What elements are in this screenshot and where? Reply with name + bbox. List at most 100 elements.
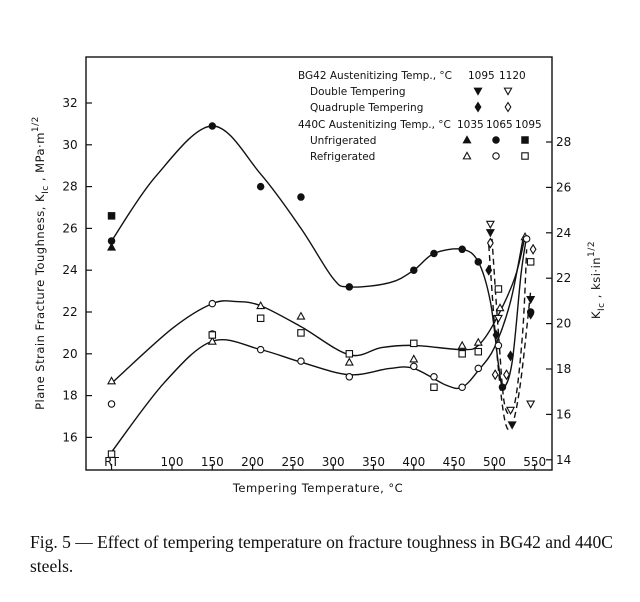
y-right-tick-label: 14 bbox=[556, 453, 571, 467]
marker-circle-filled bbox=[345, 283, 354, 291]
marker-diamond-open bbox=[503, 369, 510, 381]
y-tick-label: 28 bbox=[62, 180, 77, 194]
marker-circle-filled bbox=[297, 193, 305, 201]
plot-frame bbox=[85, 56, 553, 471]
marker-diamond-filled bbox=[527, 308, 535, 320]
marker-square-filled bbox=[107, 212, 116, 220]
marker-diamond-filled bbox=[485, 264, 493, 276]
marker-square-open bbox=[526, 258, 535, 266]
legend: BG42 Austenitizing Temp., °C 1095 1120 D… bbox=[298, 70, 542, 163]
legend-440c-col-1035: 1035 bbox=[457, 119, 484, 131]
x-tick-label: 150 bbox=[201, 455, 224, 469]
marker-nabla-open bbox=[493, 314, 503, 324]
marker-diamond-filled bbox=[474, 101, 482, 113]
marker-circle-filled bbox=[410, 266, 418, 274]
marker-square-open bbox=[256, 314, 265, 323]
marker-circle-filled bbox=[256, 182, 265, 191]
x-tick-label: 300 bbox=[322, 455, 345, 469]
fit-curves bbox=[110, 125, 532, 453]
marker-square-open bbox=[410, 339, 418, 348]
y-right-tick-label: 24 bbox=[556, 226, 571, 240]
marker-diamond-open bbox=[491, 369, 499, 381]
y-right-tick-label: 26 bbox=[556, 180, 571, 194]
fit-curve-dashed bbox=[491, 238, 528, 415]
marker-circle-open bbox=[410, 362, 418, 371]
axis-ticks: RT 100 150 200 250 300 350 400 450 500 550 16 18 20 22… bbox=[62, 96, 571, 470]
marker-circle-open bbox=[522, 235, 531, 243]
marker-triangle-open bbox=[296, 311, 306, 320]
figure-caption: Fig. 5 — Effect of tempering temperature… bbox=[30, 532, 613, 576]
marker-circle-open bbox=[256, 345, 265, 354]
x-tick-label: RT bbox=[104, 455, 119, 469]
marker-diamond-open bbox=[486, 237, 494, 249]
x-axis-label: Tempering Temperature, °C bbox=[232, 481, 403, 495]
marker-triangle-open bbox=[462, 151, 472, 160]
y-right-tick-label: 18 bbox=[556, 362, 571, 376]
x-tick-label: 350 bbox=[362, 455, 385, 469]
marker-triangle-filled bbox=[107, 242, 117, 251]
marker-nabla-open bbox=[503, 87, 513, 96]
marker-triangle-filled bbox=[462, 135, 472, 144]
y-right-tick-label: 22 bbox=[556, 271, 571, 285]
y-right-tick-label: 16 bbox=[556, 407, 571, 421]
marker-circle-filled bbox=[492, 136, 500, 144]
marker-diamond-open bbox=[504, 101, 512, 113]
marker-circle-open bbox=[474, 364, 483, 373]
y-axis-label: Plane Strain Fracture Toughness, KIc , M… bbox=[31, 116, 51, 410]
marker-nabla-filled bbox=[507, 421, 517, 430]
marker-square-open bbox=[458, 350, 466, 358]
marker-square-open bbox=[345, 350, 354, 358]
marker-triangle-open bbox=[107, 376, 117, 385]
legend-quadruple-tempering: Quadruple Tempering bbox=[310, 102, 423, 114]
marker-square-open bbox=[430, 383, 438, 391]
marker-nabla-open bbox=[485, 220, 495, 229]
y-tick-label: 18 bbox=[62, 389, 77, 403]
marker-diamond-filled bbox=[492, 329, 500, 341]
marker-diamond-filled bbox=[507, 350, 514, 362]
x-tick-label: 550 bbox=[523, 455, 546, 469]
marker-circle-open bbox=[492, 152, 500, 160]
marker-circle-open bbox=[494, 341, 503, 350]
y-right-tick-label: 20 bbox=[556, 317, 571, 331]
marker-circle-open bbox=[107, 400, 116, 408]
marker-circle-filled bbox=[474, 258, 483, 266]
x-tick-label: 400 bbox=[402, 455, 425, 469]
marker-square-open bbox=[474, 347, 483, 356]
marker-square-open bbox=[297, 329, 305, 337]
legend-bg42-header: BG42 Austenitizing Temp., °C bbox=[298, 70, 452, 82]
marker-circle-open bbox=[208, 299, 217, 308]
marker-circle-open bbox=[458, 383, 466, 391]
marker-diamond-open bbox=[529, 243, 537, 255]
y-tick-label: 20 bbox=[62, 347, 77, 361]
marker-nabla-open bbox=[526, 400, 536, 409]
x-tick-label: 450 bbox=[443, 455, 466, 469]
y-tick-label: 26 bbox=[62, 221, 77, 235]
x-tick-label: 200 bbox=[241, 455, 264, 469]
y-tick-label: 32 bbox=[62, 96, 77, 110]
marker-circle-open bbox=[345, 373, 354, 381]
marker-triangle-open bbox=[473, 337, 483, 346]
legend-double-tempering: Double Tempering bbox=[310, 86, 406, 98]
marker-triangle-open bbox=[457, 340, 467, 349]
marker-circle-filled bbox=[430, 249, 438, 258]
data-points bbox=[107, 122, 537, 458]
marker-nabla-filled bbox=[526, 296, 536, 305]
marker-circle-filled bbox=[107, 237, 116, 245]
marker-triangle-open bbox=[256, 300, 266, 310]
legend-440c-header: 440C Austenitizing Temp., °C bbox=[298, 119, 451, 131]
marker-triangle-open bbox=[207, 336, 217, 345]
legend-440c-col-1065: 1065 bbox=[486, 119, 513, 131]
x-tick-label: 500 bbox=[483, 455, 506, 469]
y-tick-label: 30 bbox=[62, 138, 77, 152]
marker-triangle-open bbox=[409, 354, 419, 363]
y-right-tick-label: 28 bbox=[556, 135, 571, 149]
marker-circle-open bbox=[297, 357, 305, 365]
marker-circle-open bbox=[430, 373, 438, 381]
marker-circle-filled bbox=[458, 245, 466, 254]
marker-circle-filled bbox=[498, 383, 507, 391]
x-tick-label: 250 bbox=[281, 455, 304, 469]
marker-triangle-open bbox=[495, 303, 505, 312]
legend-440c-col-1095: 1095 bbox=[515, 119, 542, 131]
legend-refrigerated: Refrigerated bbox=[310, 151, 375, 163]
